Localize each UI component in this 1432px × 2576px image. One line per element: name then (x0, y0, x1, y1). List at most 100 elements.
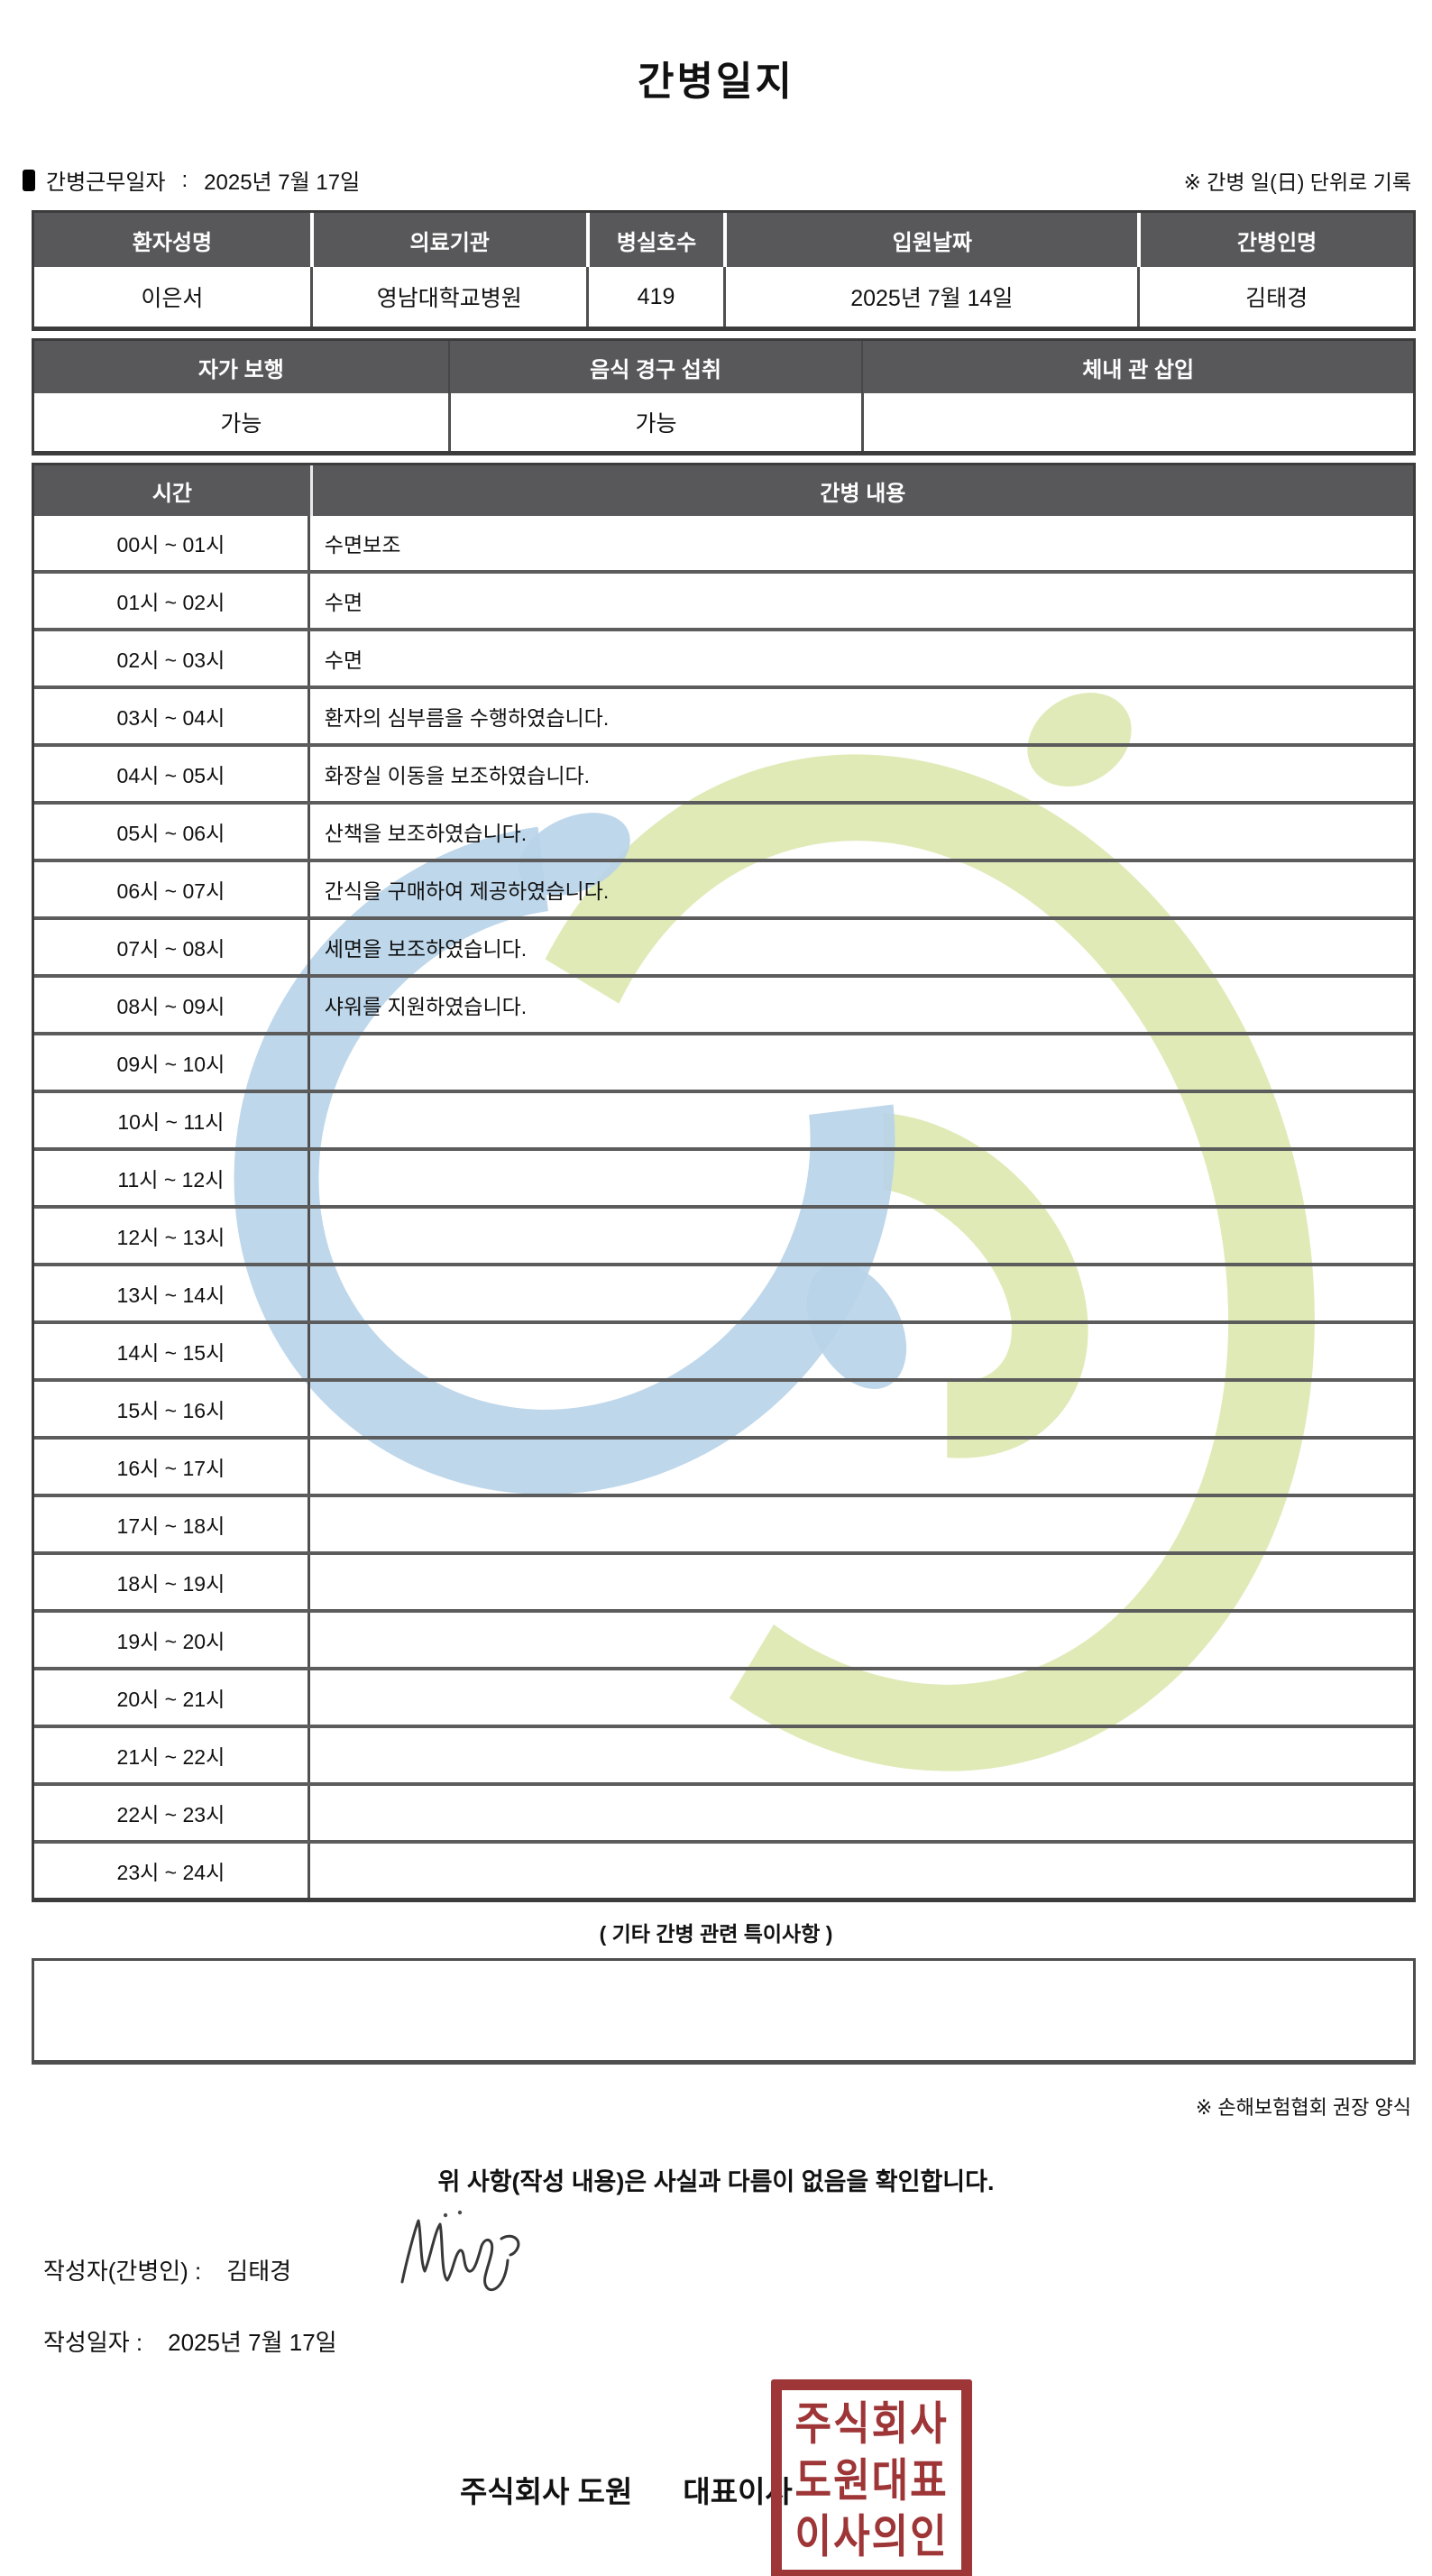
company-row: 주식회사 도원 대표이사 주식회사 도원대표 이사의인 (0, 2378, 1432, 2576)
care-log-row: 21시 ~ 22시 (34, 1725, 1413, 1782)
internal-tube-value (861, 393, 1413, 451)
care-log-row: 02시 ~ 03시 수면 (34, 628, 1413, 685)
care-log-time-cell: 22시 ~ 23시 (34, 1786, 310, 1840)
care-log-row: 00시 ~ 01시 수면보조 (34, 516, 1413, 570)
care-log-time-cell: 20시 ~ 21시 (34, 1670, 310, 1725)
care-log-row: 20시 ~ 21시 (34, 1667, 1413, 1725)
header-care-content: 간병 내용 (309, 465, 1413, 516)
care-log-row: 10시 ~ 11시 (34, 1090, 1413, 1147)
care-log-content-cell (310, 1613, 1413, 1667)
care-log-table: 시간 간병 내용 00시 ~ 01시 수면보조 01시 ~ 02시 수면 02시… (32, 463, 1416, 1902)
care-log-row: 13시 ~ 14시 (34, 1263, 1413, 1320)
care-log-time-cell: 16시 ~ 17시 (34, 1440, 310, 1494)
care-log-content-cell: 세면을 보조하였습니다. (324, 937, 528, 961)
work-date-colon: : (181, 167, 188, 192)
care-log-content-cell (310, 1151, 1413, 1205)
care-log-row: 14시 ~ 15시 (34, 1320, 1413, 1378)
care-log-content-cell (310, 1497, 1413, 1551)
care-log-row: 11시 ~ 12시 (34, 1147, 1413, 1205)
patient-table-row: 이은서 영남대학교병원 419 2025년 7월 14일 김태경 (34, 267, 1413, 327)
care-log-row: 17시 ~ 18시 (34, 1494, 1413, 1551)
writer-line: 작성자(간병인) : 김태경 (43, 2210, 1432, 2292)
care-log-time-cell: 13시 ~ 14시 (34, 1266, 310, 1320)
care-log-time-cell: 18시 ~ 19시 (34, 1555, 310, 1609)
care-log-row: 23시 ~ 24시 (34, 1840, 1413, 1898)
write-date-value: 2025년 7월 17일 (168, 2329, 337, 2356)
care-log-time-cell: 23시 ~ 24시 (34, 1844, 310, 1898)
write-date-label: 작성일자 : (43, 2329, 143, 2356)
seal-text-line: 주식회사 (794, 2397, 949, 2450)
caregiver-name-value: 김태경 (1137, 267, 1413, 327)
header-oral-intake: 음식 경구 섭취 (447, 341, 862, 393)
care-log-time-cell: 05시 ~ 06시 (34, 805, 310, 859)
care-log-content-cell (310, 1093, 1413, 1147)
care-log-time-cell: 10시 ~ 11시 (34, 1093, 310, 1147)
seal-text-line: 도원대표 (794, 2453, 949, 2507)
care-log-content-cell (310, 1324, 1413, 1378)
care-log-row: 07시 ~ 08시 세면을 보조하였습니다. (34, 916, 1413, 974)
admission-date-value: 2025년 7월 14일 (723, 267, 1137, 327)
care-log-time-cell: 01시 ~ 02시 (34, 574, 310, 628)
care-log-row: 05시 ~ 06시 산책을 보조하였습니다. (34, 801, 1413, 859)
care-log-time-cell: 12시 ~ 13시 (34, 1209, 310, 1263)
care-log-content-cell (310, 1555, 1413, 1609)
care-log-header: 시간 간병 내용 (34, 465, 1413, 516)
care-log-time-cell: 08시 ~ 09시 (34, 978, 310, 1032)
write-date-line: 작성일자 : 2025년 7월 17일 (43, 2324, 1432, 2358)
care-log-rows: 00시 ~ 01시 수면보조 01시 ~ 02시 수면 02시 ~ 03시 수면… (34, 516, 1413, 1898)
care-log-content-cell (310, 1728, 1413, 1782)
care-log-content-cell: 수면 (324, 591, 363, 614)
care-log-time-cell: 11시 ~ 12시 (34, 1151, 310, 1205)
care-log-content-cell: 샤워를 지원하였습니다. (324, 995, 528, 1018)
care-log-time-cell: 03시 ~ 04시 (34, 689, 310, 743)
patient-table-header: 환자성명 의료기관 병실호수 입원날짜 간병인명 (34, 213, 1413, 267)
care-log-content-cell (310, 1670, 1413, 1725)
room-number-value: 419 (585, 267, 724, 327)
care-log-row: 19시 ~ 20시 (34, 1609, 1413, 1667)
care-log-row: 15시 ~ 16시 (34, 1378, 1413, 1436)
care-log-row: 09시 ~ 10시 (34, 1032, 1413, 1090)
care-log-row: 04시 ~ 05시 화장실 이동을 보조하였습니다. (34, 743, 1413, 801)
handwritten-signature (400, 2210, 520, 2292)
seal-text-line: 이사의인 (794, 2510, 949, 2562)
header-patient-name: 환자성명 (132, 230, 213, 255)
medical-institution-value: 영남대학교병원 (309, 267, 586, 327)
care-log-time-cell: 14시 ~ 15시 (34, 1324, 310, 1378)
care-log-content-cell (310, 1035, 1413, 1090)
care-log-time-cell: 09시 ~ 10시 (34, 1035, 310, 1090)
page-title: 간병일지 (638, 60, 794, 104)
care-log-content-cell (310, 1786, 1413, 1840)
header-room-number: 병실호수 (585, 213, 724, 267)
header-admission-date: 입원날짜 (723, 213, 1137, 267)
care-log-row: 08시 ~ 09시 샤워를 지원하였습니다. (34, 974, 1413, 1032)
care-log-row: 16시 ~ 17시 (34, 1436, 1413, 1494)
care-log-time-cell: 19시 ~ 20시 (34, 1613, 310, 1667)
notes-section-title: ( 기타 간병 관련 특이사항 ) (599, 1922, 833, 1946)
care-log-time-cell: 17시 ~ 18시 (34, 1497, 310, 1551)
care-log-content-cell (310, 1844, 1413, 1898)
care-log-time-cell: 06시 ~ 07시 (34, 862, 310, 916)
company-line: 주식회사 도원 대표이사 (460, 2468, 793, 2511)
care-log-content-cell (310, 1209, 1413, 1263)
work-date-value: 2025년 7월 17일 (204, 170, 361, 195)
care-log-row: 18시 ~ 19시 (34, 1551, 1413, 1609)
meta-row: 간병근무일자 : 2025년 7월 17일 ※ 간병 일(日) 단위로 기록 (23, 164, 1411, 196)
corporate-seal-stamp: 주식회사 도원대표 이사의인 (771, 2379, 972, 2576)
patient-name-value: 이은서 (141, 286, 204, 311)
unit-note: ※ 간병 일(日) 단위로 기록 (1183, 170, 1411, 194)
care-log-content-cell: 수면 (324, 649, 363, 672)
work-date-label: 간병근무일자 (46, 170, 166, 195)
care-log-time-cell: 21시 ~ 22시 (34, 1728, 310, 1782)
recommended-form-note: ※ 손해보험협회 권장 양식 (1195, 2096, 1411, 2119)
writer-label: 작성자(간병인) : (43, 2258, 202, 2285)
confirmation-statement: 위 사항(작성 내용)은 사실과 다름이 없음을 확인합니다. (437, 2168, 995, 2195)
header-medical-institution: 의료기관 (309, 213, 586, 267)
care-log-row: 03시 ~ 04시 환자의 심부름을 수행하였습니다. (34, 685, 1413, 743)
care-log-content-cell (310, 1382, 1413, 1436)
care-log-row: 22시 ~ 23시 (34, 1782, 1413, 1840)
care-log-content-cell (310, 1266, 1413, 1320)
condition-table: 자가 보행 음식 경구 섭취 체내 관 삽입 가능 가능 (32, 338, 1416, 455)
care-log-content-cell: 산책을 보조하였습니다. (324, 822, 528, 845)
condition-table-header: 자가 보행 음식 경구 섭취 체내 관 삽입 (34, 341, 1413, 393)
